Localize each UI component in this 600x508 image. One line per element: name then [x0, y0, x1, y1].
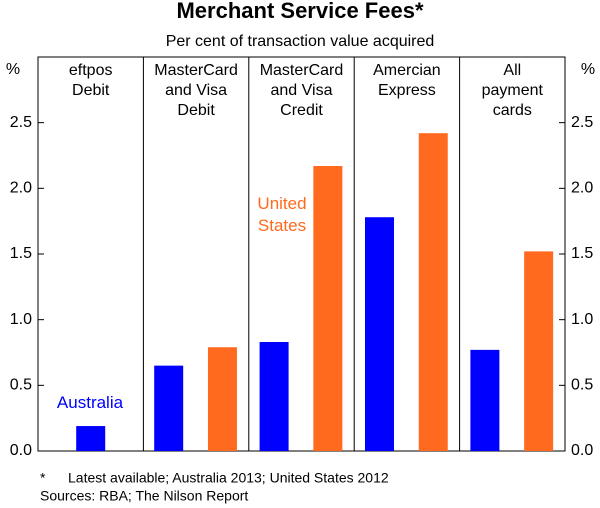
category-label: Credit — [280, 102, 323, 119]
category-label: All — [503, 62, 521, 79]
y-tick-label: 2.5 — [10, 114, 32, 131]
y2-tick-label: 1.5 — [571, 245, 593, 262]
y2-unit: % — [581, 61, 595, 78]
category-label: MasterCard — [260, 62, 344, 79]
category-label: Amercian — [373, 62, 441, 79]
y2-tick-label: 2.5 — [571, 114, 593, 131]
y-tick-label: 0.0 — [10, 442, 32, 459]
bar — [364, 217, 394, 451]
category-label: eftpos — [69, 62, 113, 79]
footnote: Latest available; Australia 2013; United… — [68, 470, 389, 486]
bar — [524, 251, 554, 451]
legend-label: United States — [257, 194, 307, 235]
bar — [154, 365, 184, 451]
y2-tick-label: 1.0 — [571, 311, 593, 328]
y-tick-label: 1.5 — [10, 245, 32, 262]
bar — [259, 341, 289, 451]
chart-subtitle: Per cent of transaction value acquired — [166, 33, 435, 50]
legend-label-box: United States — [257, 194, 307, 235]
category-label: MasterCard — [154, 62, 238, 79]
category-label: and Visa — [271, 82, 333, 99]
y2-tick-label: 0.5 — [571, 377, 593, 394]
y-tick-label: 1.0 — [10, 311, 32, 328]
y2-tick-label: 0.0 — [571, 442, 593, 459]
y-tick-label: 2.0 — [10, 180, 32, 197]
y-tick-label: 0.5 — [10, 377, 32, 394]
category-label: and Visa — [165, 82, 227, 99]
bar — [313, 166, 343, 452]
y2-tick-label: 2.0 — [571, 180, 593, 197]
category-label: Debit — [177, 102, 215, 119]
sources: Sources: RBA; The Nilson Report — [40, 488, 248, 504]
bar — [418, 133, 448, 451]
category-label: cards — [493, 102, 532, 119]
legend-label-box: Australia — [56, 393, 124, 412]
bar — [207, 347, 237, 451]
chart-title: Merchant Service Fees* — [176, 0, 423, 23]
category-label: payment — [482, 82, 544, 99]
bar — [470, 349, 500, 451]
legend-label: Australia — [56, 393, 124, 412]
category-label: Express — [378, 82, 436, 99]
y-unit: % — [6, 61, 20, 78]
category-label: Debit — [72, 82, 110, 99]
footnote-marker: * — [40, 470, 46, 486]
bar — [76, 426, 106, 451]
